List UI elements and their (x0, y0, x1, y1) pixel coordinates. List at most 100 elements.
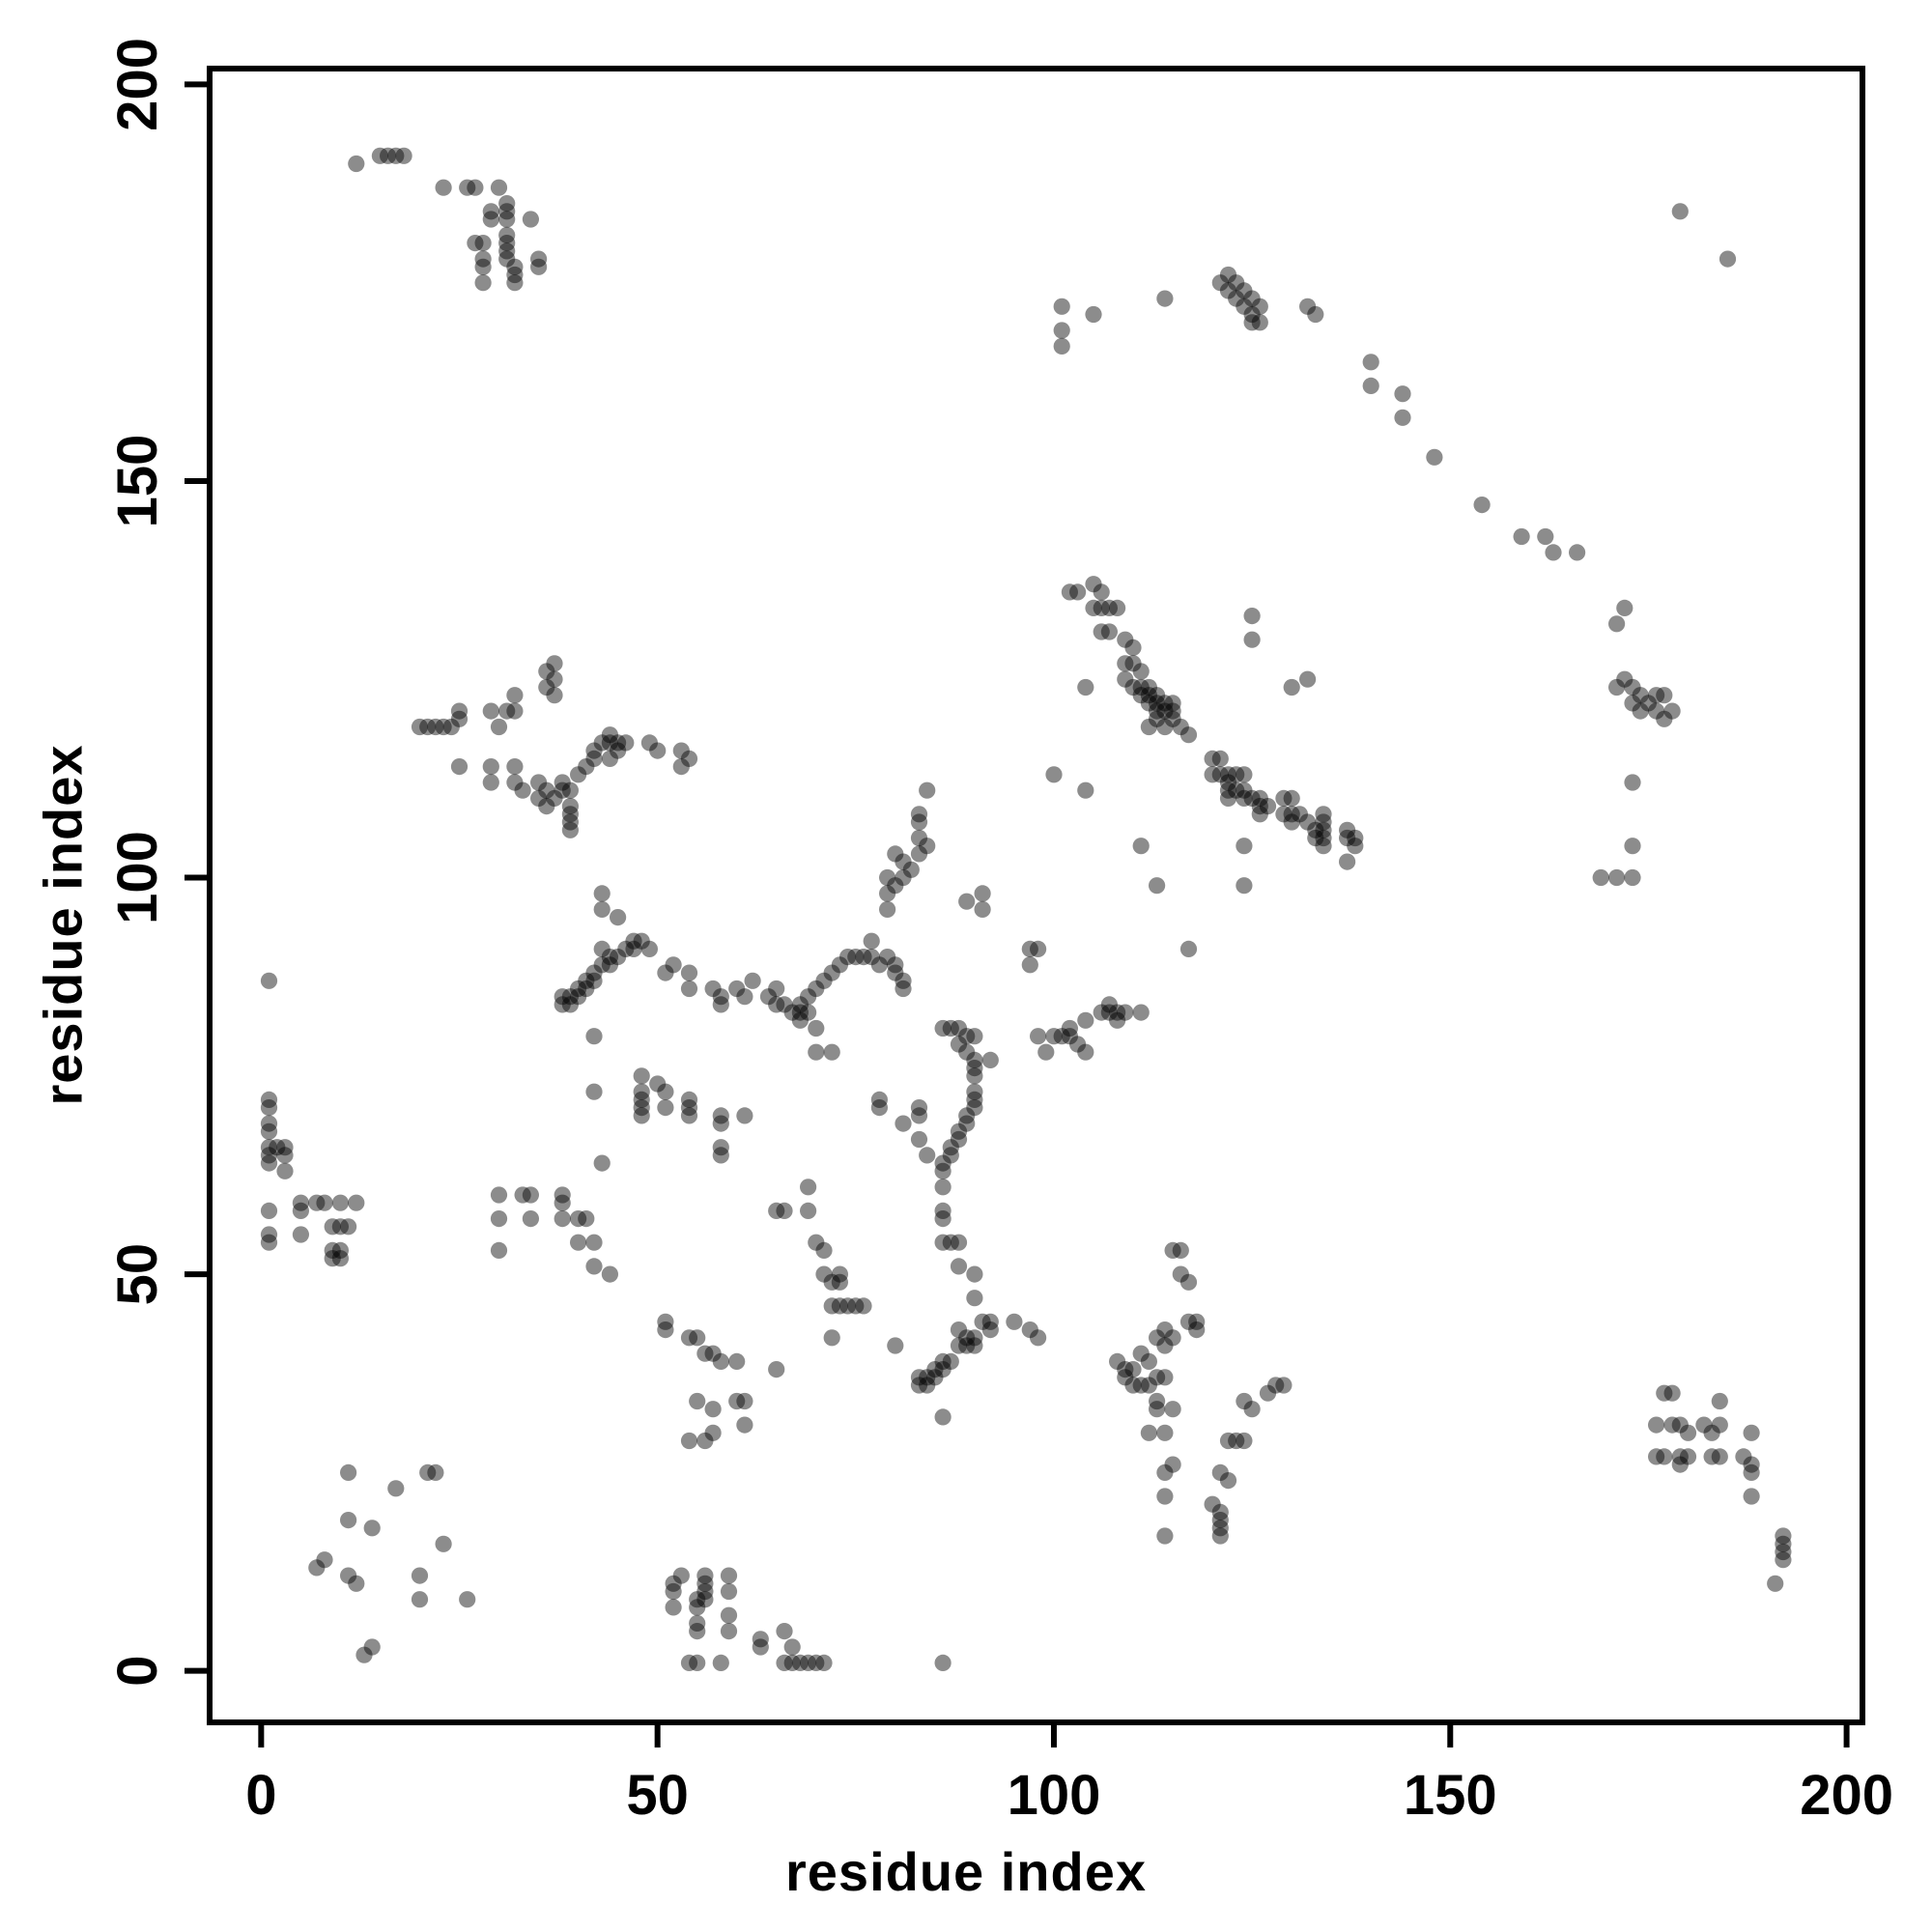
data-point (958, 1115, 976, 1132)
data-point (506, 687, 524, 704)
data-point (1100, 599, 1118, 617)
data-point (1743, 1463, 1760, 1481)
data-point (490, 1210, 508, 1228)
data-point (720, 1606, 738, 1624)
data-point (1775, 1551, 1792, 1569)
data-point (585, 750, 603, 768)
data-point (1164, 1329, 1181, 1347)
data-point (847, 1297, 865, 1315)
data-point (538, 678, 555, 696)
data-point (1299, 813, 1317, 831)
data-point (1228, 1432, 1245, 1450)
data-point (260, 1234, 278, 1251)
data-point (649, 742, 667, 759)
data-point (490, 179, 508, 196)
data-point (1164, 1241, 1181, 1259)
data-point (696, 1432, 714, 1450)
data-point (1275, 1377, 1293, 1394)
data-point (1663, 702, 1681, 720)
data-point (554, 1194, 571, 1211)
data-point (1703, 1424, 1720, 1441)
data-point (260, 1091, 278, 1108)
data-point (1513, 527, 1530, 546)
data-point (934, 1361, 952, 1378)
data-point (1211, 1520, 1229, 1537)
data-point (910, 845, 928, 863)
data-point (680, 1432, 698, 1450)
data-point (1219, 1432, 1237, 1450)
data-point (498, 702, 516, 720)
data-point (1616, 670, 1634, 688)
data-point (800, 1004, 817, 1021)
data-point (1061, 1019, 1078, 1037)
data-point (870, 956, 889, 974)
data-point (672, 758, 690, 776)
data-point (1735, 1448, 1752, 1465)
data-point (981, 1321, 999, 1339)
data-point (1093, 623, 1110, 640)
data-point (331, 1241, 349, 1259)
data-point (887, 956, 904, 974)
data-point (1149, 710, 1166, 727)
data-point (1156, 1424, 1174, 1441)
data-point (728, 1392, 746, 1410)
data-point (482, 211, 499, 228)
data-point (942, 1234, 959, 1251)
data-point (966, 1099, 983, 1117)
data-point (371, 147, 388, 164)
data-point (1243, 314, 1261, 331)
data-point (593, 1154, 611, 1172)
data-point (324, 1250, 341, 1267)
data-point (1608, 868, 1626, 887)
data-point (1743, 1424, 1760, 1441)
data-point (276, 1139, 294, 1156)
data-point (966, 1091, 983, 1108)
data-point (1236, 877, 1253, 895)
data-point (601, 1265, 619, 1283)
data-point (538, 663, 555, 680)
data-point (640, 940, 659, 958)
data-point (1100, 996, 1118, 1013)
data-point (696, 1345, 714, 1362)
data-point (554, 996, 571, 1013)
data-point (546, 789, 563, 808)
data-point (1624, 838, 1641, 855)
data-point (712, 1107, 729, 1124)
data-point (482, 203, 499, 220)
data-point (633, 1083, 650, 1100)
data-point (260, 1154, 278, 1172)
data-point (910, 1369, 928, 1386)
data-point (696, 1591, 714, 1608)
data-point (498, 195, 516, 213)
data-point (768, 1361, 785, 1378)
data-point (1671, 203, 1689, 220)
data-point (815, 1265, 833, 1283)
data-point (474, 274, 492, 292)
data-point (1648, 702, 1665, 720)
data-point (831, 1273, 849, 1291)
data-point (355, 1646, 373, 1663)
data-point (450, 710, 469, 727)
data-point (1149, 695, 1166, 712)
data-point (1204, 1495, 1221, 1513)
data-point (958, 1107, 976, 1124)
data-point (712, 1139, 729, 1156)
data-point (919, 1147, 936, 1164)
data-point (720, 1582, 738, 1601)
data-point (950, 1019, 968, 1037)
data-point (672, 742, 690, 759)
data-point (442, 718, 460, 736)
data-point (950, 1036, 968, 1053)
y-tick-label: 50 (106, 1243, 169, 1306)
data-point (823, 1043, 840, 1061)
data-point (1236, 282, 1253, 299)
data-point (689, 1654, 706, 1671)
data-point (910, 829, 928, 847)
data-point (1211, 750, 1229, 768)
data-point (823, 1273, 840, 1291)
data-point (498, 226, 516, 243)
data-point (435, 718, 452, 736)
data-point (561, 813, 580, 831)
data-point (712, 996, 729, 1013)
